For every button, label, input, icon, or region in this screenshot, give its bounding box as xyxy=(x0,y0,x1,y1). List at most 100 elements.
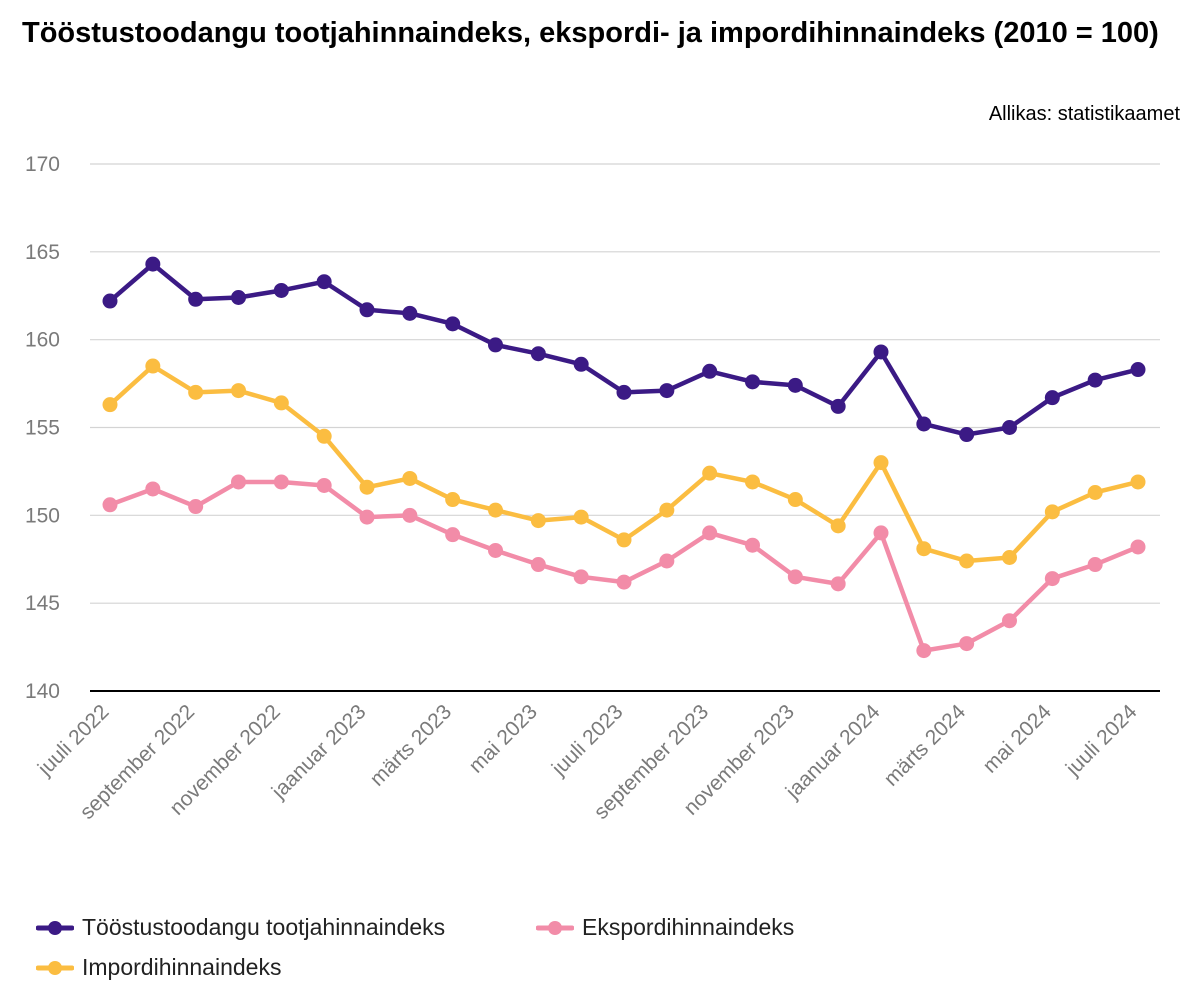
data-point-0 xyxy=(1087,372,1103,388)
legend-marker-export xyxy=(536,920,574,935)
data-point-2 xyxy=(359,479,375,495)
data-point-1 xyxy=(1002,613,1017,629)
data-point-2 xyxy=(188,384,204,400)
x-tick-label: mai 2023 xyxy=(465,700,542,777)
legend-marker-ppi xyxy=(36,920,74,935)
legend-label-export: Ekspordihinnaindeks xyxy=(582,914,795,940)
source-note: Allikas: statistikaamet xyxy=(988,103,1180,125)
data-point-0 xyxy=(1002,420,1017,435)
data-point-2 xyxy=(616,532,632,548)
data-point-1 xyxy=(316,477,332,493)
data-point-2 xyxy=(830,518,846,534)
y-tick-label: 150 xyxy=(25,504,60,527)
data-point-0 xyxy=(145,256,161,272)
data-point-0 xyxy=(702,363,718,379)
data-point-1 xyxy=(916,643,932,659)
data-point-1 xyxy=(188,499,204,515)
data-point-2 xyxy=(659,502,675,518)
data-point-2 xyxy=(745,474,760,490)
data-point-0 xyxy=(488,337,503,353)
data-point-1 xyxy=(273,474,289,490)
x-tick-label: juuli 2023 xyxy=(547,700,628,781)
data-point-1 xyxy=(445,527,461,543)
data-point-0 xyxy=(916,416,932,432)
x-tick-label: märts 2024 xyxy=(880,700,971,791)
data-point-0 xyxy=(102,293,118,309)
legend-item-ppi[interactable]: Tööstustoodangu tootjahinnaindeks xyxy=(36,914,445,941)
data-point-0 xyxy=(659,383,675,399)
data-point-1 xyxy=(1087,557,1103,573)
data-point-1 xyxy=(1130,539,1146,555)
data-point-0 xyxy=(830,398,846,414)
x-tick-label: mai 2024 xyxy=(979,700,1057,778)
data-point-0 xyxy=(530,346,546,362)
data-point-2 xyxy=(959,553,975,569)
data-point-2 xyxy=(273,395,289,411)
data-point-1 xyxy=(530,557,546,573)
data-point-0 xyxy=(1044,390,1060,406)
chart-title: Tööstustoodangu tootjahinnaindeks, ekspo… xyxy=(22,17,1159,49)
data-point-2 xyxy=(530,513,546,529)
series-line-0 xyxy=(107,261,1141,437)
data-point-0 xyxy=(445,316,461,332)
data-point-1 xyxy=(873,525,889,541)
data-point-2 xyxy=(873,455,889,471)
legend-item-import[interactable]: Impordihinnaindeks xyxy=(36,954,281,981)
data-point-2 xyxy=(573,509,589,525)
data-point-2 xyxy=(702,465,718,481)
data-point-0 xyxy=(188,291,204,307)
data-point-2 xyxy=(1087,484,1103,500)
data-point-2 xyxy=(1044,504,1060,520)
data-point-1 xyxy=(787,569,803,585)
x-tick-label: juuli 2024 xyxy=(1061,700,1142,781)
data-point-2 xyxy=(1002,549,1017,565)
series-line-1 xyxy=(107,479,1141,653)
y-tick-label: 165 xyxy=(25,241,60,264)
data-point-0 xyxy=(273,282,289,298)
data-point-1 xyxy=(702,525,718,541)
y-tick-label: 155 xyxy=(25,417,60,440)
data-point-2 xyxy=(145,358,161,374)
data-point-1 xyxy=(402,507,418,523)
data-point-1 xyxy=(616,574,632,590)
data-point-1 xyxy=(659,553,675,569)
x-tick-label: märts 2023 xyxy=(366,700,457,791)
data-point-1 xyxy=(1044,571,1060,587)
data-point-1 xyxy=(231,474,246,490)
data-point-1 xyxy=(145,481,161,497)
data-point-1 xyxy=(102,497,118,513)
data-point-1 xyxy=(573,569,589,585)
data-point-0 xyxy=(316,274,332,290)
data-point-0 xyxy=(745,374,760,390)
legend-label-ppi: Tööstustoodangu tootjahinnaindeks xyxy=(82,914,446,940)
data-point-0 xyxy=(402,305,418,321)
data-point-2 xyxy=(316,428,332,444)
y-tick-label: 145 xyxy=(25,592,60,615)
data-point-1 xyxy=(830,576,846,592)
legend-marker-import xyxy=(36,960,74,975)
data-point-2 xyxy=(102,397,118,413)
y-tick-label: 160 xyxy=(25,329,60,352)
x-tick-label: juuli 2022 xyxy=(33,700,114,781)
data-point-2 xyxy=(445,492,461,508)
data-point-0 xyxy=(787,377,803,393)
data-point-0 xyxy=(573,356,589,372)
data-point-2 xyxy=(402,470,418,486)
data-point-1 xyxy=(488,542,503,558)
legend-item-export[interactable]: Ekspordihinnaindeks xyxy=(536,914,794,941)
data-point-2 xyxy=(488,502,503,518)
data-point-1 xyxy=(745,537,760,553)
data-point-2 xyxy=(1130,474,1146,490)
data-point-2 xyxy=(231,383,246,399)
data-point-1 xyxy=(359,509,375,525)
data-point-1 xyxy=(959,636,975,652)
legend-label-import: Impordihinnaindeks xyxy=(82,954,282,980)
data-point-2 xyxy=(787,492,803,508)
data-point-0 xyxy=(359,302,375,318)
data-point-0 xyxy=(959,427,975,443)
data-point-0 xyxy=(616,384,632,400)
y-tick-label: 140 xyxy=(25,680,60,703)
data-point-0 xyxy=(873,344,889,360)
y-tick-label: 170 xyxy=(25,153,60,176)
